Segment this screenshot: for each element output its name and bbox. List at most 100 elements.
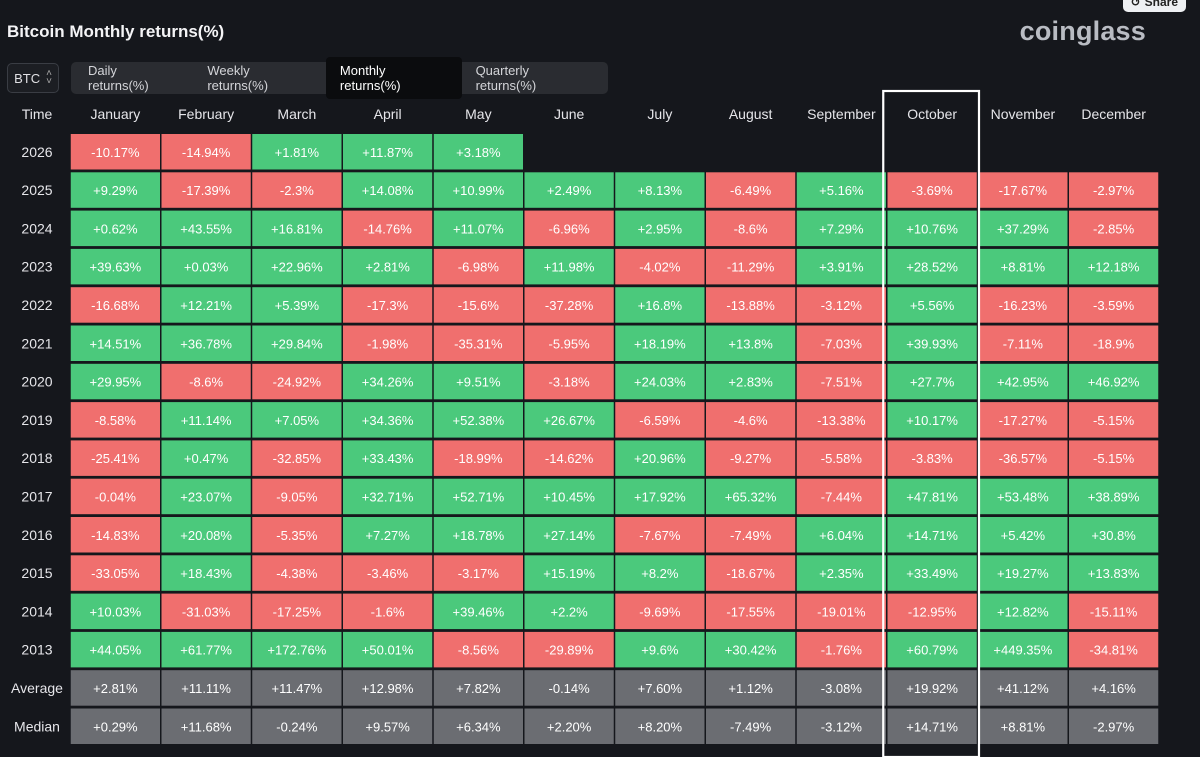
return-cell-2026-april[interactable] [343,134,433,170]
return-cell-2021-june[interactable] [524,325,614,362]
return-cell-median-july[interactable] [615,708,705,745]
return-cell-average-july[interactable] [615,670,705,706]
return-cell-average-august[interactable] [706,670,796,706]
return-cell-2020-may[interactable] [433,363,523,400]
return-cell-2023-december[interactable] [1069,248,1159,285]
return-cell-2017-july[interactable] [615,478,705,515]
return-cell-2022-april[interactable] [343,287,433,323]
return-cell-2016-february[interactable] [161,517,251,553]
return-cell-average-october[interactable] [887,670,977,706]
return-cell-2017-march[interactable] [252,478,342,515]
return-cell-2013-october[interactable] [887,631,977,668]
return-cell-2022-october[interactable] [887,287,977,323]
return-cell-2024-february[interactable] [161,210,251,247]
return-cell-2025-april[interactable] [343,172,433,208]
return-cell-2017-september[interactable] [796,478,886,515]
return-cell-average-april[interactable] [343,670,433,706]
return-cell-2023-october[interactable] [887,248,977,285]
return-cell-2019-july[interactable] [615,402,705,438]
return-cell-2014-january[interactable] [70,593,160,630]
return-cell-2021-january[interactable] [70,325,160,362]
return-cell-2017-october[interactable] [887,478,977,515]
return-cell-2018-february[interactable] [161,440,251,476]
return-cell-2013-january[interactable] [70,631,160,668]
return-cell-2017-june[interactable] [524,478,614,515]
return-cell-2025-september[interactable] [796,172,886,208]
return-cell-2022-december[interactable] [1069,287,1159,323]
return-cell-2019-december[interactable] [1069,402,1159,438]
return-cell-2016-september[interactable] [796,517,886,553]
return-cell-median-april[interactable] [343,708,433,745]
return-cell-2019-june[interactable] [524,402,614,438]
return-cell-2025-january[interactable] [70,172,160,208]
return-cell-2017-april[interactable] [343,478,433,515]
return-cell-2021-july[interactable] [615,325,705,362]
return-cell-2022-may[interactable] [433,287,523,323]
return-cell-2025-august[interactable] [706,172,796,208]
return-cell-2019-february[interactable] [161,402,251,438]
return-cell-2024-january[interactable] [70,210,160,247]
return-cell-average-december[interactable] [1069,670,1159,706]
return-cell-2023-january[interactable] [70,248,160,285]
return-cell-2025-march[interactable] [252,172,342,208]
return-cell-2013-february[interactable] [161,631,251,668]
return-cell-2023-august[interactable] [706,248,796,285]
return-cell-median-october[interactable] [887,708,977,745]
return-cell-2020-october[interactable] [887,363,977,400]
return-cell-median-september[interactable] [796,708,886,745]
return-cell-2021-may[interactable] [433,325,523,362]
return-cell-2015-november[interactable] [978,555,1068,591]
return-cell-average-september[interactable] [796,670,886,706]
return-cell-2015-june[interactable] [524,555,614,591]
tab-weekly-returns[interactable]: Weekly returns(%) [207,63,269,93]
return-cell-2016-december[interactable] [1069,517,1159,553]
return-cell-2015-september[interactable] [796,555,886,591]
return-cell-average-november[interactable] [978,670,1068,706]
tab-daily-returns[interactable]: Daily returns(%) [88,63,149,93]
return-cell-2014-march[interactable] [252,593,342,630]
return-cell-2015-march[interactable] [252,555,342,591]
return-cell-2020-march[interactable] [252,363,342,400]
return-cell-median-may[interactable] [433,708,523,745]
return-cell-2024-may[interactable] [433,210,523,247]
return-cell-median-january[interactable] [70,708,160,745]
return-cell-2018-april[interactable] [343,440,433,476]
return-cell-2014-november[interactable] [978,593,1068,630]
return-cell-2025-october[interactable] [887,172,977,208]
return-cell-2014-december[interactable] [1069,593,1159,630]
return-cell-2016-march[interactable] [252,517,342,553]
return-cell-2015-april[interactable] [343,555,433,591]
return-cell-2018-june[interactable] [524,440,614,476]
return-cell-2024-march[interactable] [252,210,342,247]
return-cell-2021-august[interactable] [706,325,796,362]
return-cell-2013-june[interactable] [524,631,614,668]
return-cell-2024-december[interactable] [1069,210,1159,247]
return-cell-2013-september[interactable] [796,631,886,668]
return-cell-2018-september[interactable] [796,440,886,476]
return-cell-2014-april[interactable] [343,593,433,630]
return-cell-2016-july[interactable] [615,517,705,553]
return-cell-2018-december[interactable] [1069,440,1159,476]
return-cell-2019-august[interactable] [706,402,796,438]
return-cell-2015-february[interactable] [161,555,251,591]
return-cell-2022-january[interactable] [70,287,160,323]
return-cell-2023-november[interactable] [978,248,1068,285]
return-cell-2022-november[interactable] [978,287,1068,323]
return-cell-2025-may[interactable] [433,172,523,208]
return-cell-2023-may[interactable] [433,248,523,285]
return-cell-2020-december[interactable] [1069,363,1159,400]
return-cell-2017-november[interactable] [978,478,1068,515]
return-cell-2019-april[interactable] [343,402,433,438]
return-cell-average-june[interactable] [524,670,614,706]
return-cell-2025-december[interactable] [1069,172,1159,208]
return-cell-2017-february[interactable] [161,478,251,515]
tab-quarterly-returns[interactable]: Quarterly returns(%) [475,63,537,93]
return-cell-2026-may[interactable] [433,134,523,170]
return-cell-2014-september[interactable] [796,593,886,630]
return-cell-2013-march[interactable] [252,631,342,668]
return-cell-median-august[interactable] [706,708,796,745]
return-cell-2025-june[interactable] [524,172,614,208]
return-cell-2018-may[interactable] [433,440,523,476]
return-cell-2025-november[interactable] [978,172,1068,208]
return-cell-2024-july[interactable] [615,210,705,247]
